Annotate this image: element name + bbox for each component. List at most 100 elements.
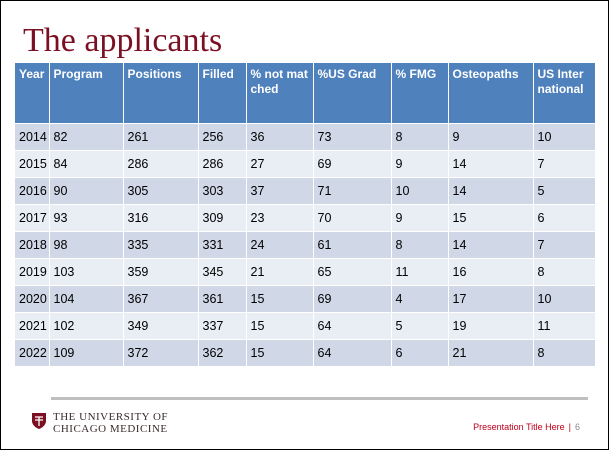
column-header: %US Grad (313, 63, 392, 124)
table-cell: 15 (246, 285, 314, 313)
table-cell: 256 (198, 123, 247, 151)
column-header: Year (15, 63, 50, 124)
table-cell: 8 (391, 231, 449, 259)
table-cell: 98 (49, 231, 124, 259)
table-cell: 9 (391, 150, 449, 178)
table-cell: 286 (123, 150, 199, 178)
table-row: 2022 109 372 362 15 64 6 21 8 (15, 339, 596, 366)
table-cell: 16 (448, 258, 534, 286)
header-row: Year Program Positions Filled% not matched%… (15, 63, 596, 124)
table-cell: 109 (49, 339, 124, 366)
column-header: US International (533, 63, 596, 124)
separator: | (568, 422, 571, 432)
table-cell: 2019 (15, 258, 50, 286)
table-cell: 7 (533, 150, 596, 178)
footer-rule (51, 397, 588, 400)
table-cell: 10 (533, 285, 596, 313)
table-cell: 337 (198, 312, 247, 340)
table-cell: 361 (198, 285, 247, 313)
data-table: Year Program Positions Filled% not matched%… (15, 63, 596, 366)
table-cell: 70 (313, 204, 392, 232)
slide-title: The applicants (23, 22, 223, 59)
table-cell: 2016 (15, 177, 50, 205)
table-cell: 84 (49, 150, 124, 178)
table-cell: 15 (448, 204, 534, 232)
table-cell: 104 (49, 285, 124, 313)
table-cell: 8 (533, 258, 596, 286)
table-cell: 64 (313, 339, 392, 366)
table-cell: 21 (448, 339, 534, 366)
table-cell: 14 (448, 177, 534, 205)
table-cell: 4 (391, 285, 449, 313)
table-row: 2014 82 261 256 36 73 8 9 10 (15, 123, 596, 151)
presentation-title: Presentation Title Here (473, 422, 565, 432)
logo-line: THE UNIVERSITY OF (53, 411, 169, 423)
table-cell: 103 (49, 258, 124, 286)
table-row: 2019 103 359 345 21 65 11 16 8 (15, 258, 596, 286)
logo-shield (32, 413, 46, 429)
table-row: 2016 90 305 303 37 71 10 14 5 (15, 177, 596, 205)
logo-text: THE UNIVERSITY OF CHICAGO MEDICINE (53, 411, 168, 435)
table-cell: 8 (391, 123, 449, 151)
table-cell: 2022 (15, 339, 50, 366)
table-cell: 345 (198, 258, 247, 286)
table-cell: 23 (246, 204, 314, 232)
table-row: 2020 104 367 361 15 69 4 17 10 (15, 285, 596, 313)
table-cell: 359 (123, 258, 199, 286)
table-cell: 102 (49, 312, 124, 340)
table-cell: 24 (246, 231, 314, 259)
table-cell: 14 (448, 150, 534, 178)
table-cell: 9 (448, 123, 534, 151)
table-cell: 27 (246, 150, 314, 178)
table-cell: 61 (313, 231, 392, 259)
table-cell: 73 (313, 123, 392, 151)
table-cell: 286 (198, 150, 247, 178)
table-cell: 5 (533, 177, 596, 205)
table-cell: 2017 (15, 204, 50, 232)
table-cell: 37 (246, 177, 314, 205)
table-cell: 335 (123, 231, 199, 259)
table-cell: 14 (448, 231, 534, 259)
table-row: 2018 98 335 331 24 61 8 14 7 (15, 231, 596, 259)
table-cell: 36 (246, 123, 314, 151)
table-cell: 8 (533, 339, 596, 366)
page-number: 6 (574, 422, 580, 432)
table-cell: 2014 (15, 123, 50, 151)
column-header: Osteopaths (448, 63, 534, 124)
column-header: Filled (198, 63, 247, 124)
table-cell: 21 (246, 258, 314, 286)
table-cell: 2015 (15, 150, 50, 178)
table-cell: 261 (123, 123, 199, 151)
table-row: 2021 102 349 337 15 64 5 19 11 (15, 312, 596, 340)
table-cell: 82 (49, 123, 124, 151)
table-cell: 6 (391, 339, 449, 366)
table-row: 2015 84 286 286 27 69 9 14 7 (15, 150, 596, 178)
table-cell: 6 (533, 204, 596, 232)
table-cell: 71 (313, 177, 392, 205)
table-cell: 2018 (15, 231, 50, 259)
table-cell: 331 (198, 231, 247, 259)
column-header: % FMG (391, 63, 449, 124)
table-cell: 69 (313, 150, 392, 178)
table-cell: 305 (123, 177, 199, 205)
table-cell: 15 (246, 312, 314, 340)
table-body: 2014 82 261 256 36 73 8 9 10 2015 84 286 286 27 69 9 14 7… (15, 123, 596, 366)
table-cell: 93 (49, 204, 124, 232)
table-row: 2017 93 316 309 23 70 9 15 6 (15, 204, 596, 232)
table-cell: 7 (533, 231, 596, 259)
table-cell: 2021 (15, 312, 50, 340)
table-cell: 10 (533, 123, 596, 151)
table-cell: 11 (391, 258, 449, 286)
table-cell: 11 (533, 312, 596, 340)
table-cell: 303 (198, 177, 247, 205)
column-header: Program (49, 63, 124, 124)
table-cell: 372 (123, 339, 199, 366)
table-cell: 9 (391, 204, 449, 232)
table-cell: 10 (391, 177, 449, 205)
column-header: % not matched (246, 63, 314, 124)
table-cell: 65 (313, 258, 392, 286)
table-cell: 15 (246, 339, 314, 366)
table-cell: 90 (49, 177, 124, 205)
table-cell: 19 (448, 312, 534, 340)
